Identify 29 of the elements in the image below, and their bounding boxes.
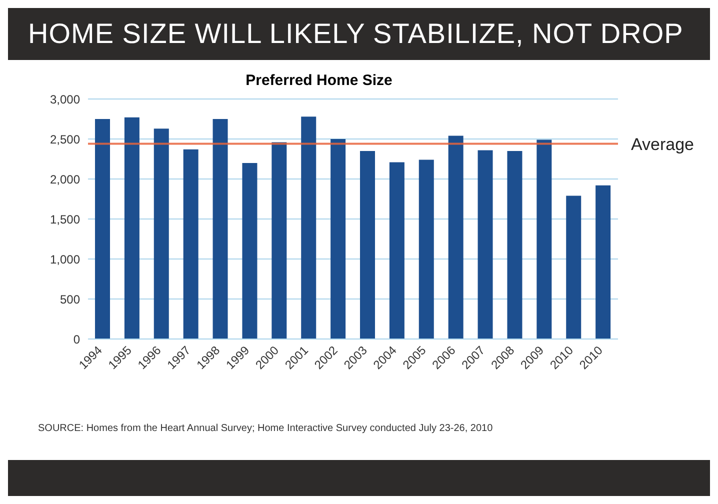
bar	[212, 119, 228, 339]
bar	[507, 151, 522, 339]
bar	[124, 117, 140, 339]
bar	[448, 136, 464, 339]
bar	[478, 150, 493, 339]
y-tick-label: 0	[73, 332, 80, 346]
y-tick-label: 2,000	[50, 172, 80, 186]
source-note: SOURCE: Homes from the Heart Annual Survey; Home Interactive Survey conducted July 23-26, 2010	[38, 423, 494, 434]
bar	[360, 151, 375, 339]
y-tick-label: 1,500	[50, 212, 80, 226]
bar	[154, 128, 169, 339]
chart-title: HOME SIZE WILL LIKELY STABILIZE, NOT DROP	[8, 8, 710, 60]
bar	[596, 185, 611, 339]
bar	[330, 139, 346, 339]
y-tick-label: 1,000	[50, 252, 80, 266]
bar	[242, 163, 258, 339]
y-tick-label: 3,000	[50, 92, 80, 106]
bar	[566, 196, 582, 339]
bar	[389, 162, 404, 339]
ref-line-label: Average	[631, 134, 694, 154]
bar	[272, 142, 287, 339]
bar	[418, 160, 434, 339]
bar	[183, 149, 198, 339]
y-tick-label: 500	[60, 292, 80, 306]
y-tick-label: 2,500	[50, 132, 80, 146]
bar	[95, 119, 110, 339]
chart-subtitle: Preferred Home Size	[244, 72, 394, 89]
bar	[536, 140, 552, 339]
bar	[301, 116, 316, 339]
